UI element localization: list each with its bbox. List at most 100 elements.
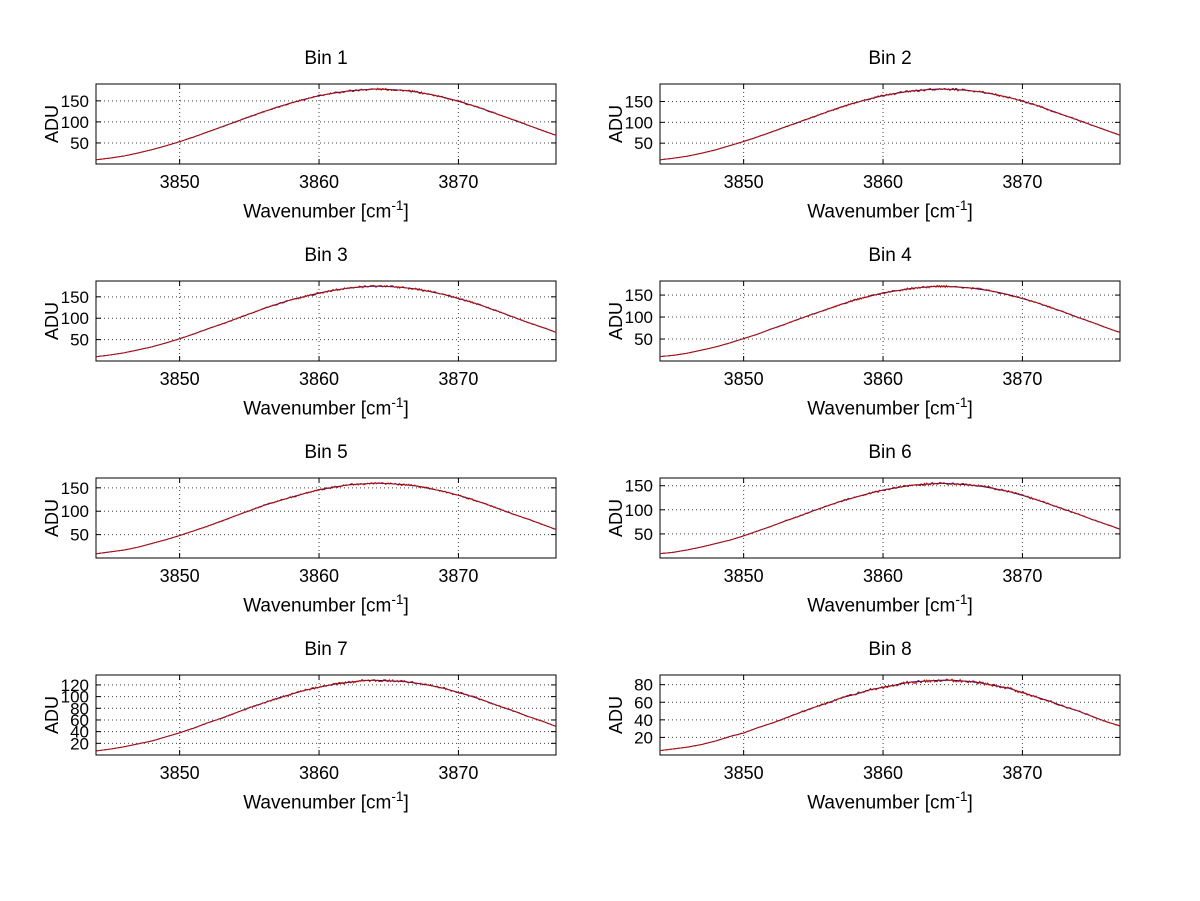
x-axis-label-text: Wavenumber [cm (243, 201, 392, 223)
axis-box (95, 674, 557, 756)
axis-box (659, 83, 1121, 165)
x-axis-label-sup: -1 (955, 789, 968, 804)
y-tick-label: 100 (625, 113, 653, 132)
y-tick-label: 60 (70, 711, 89, 730)
x-axis-label-text: Wavenumber [cm (807, 201, 956, 223)
x-axis-label-close: ] (403, 595, 409, 617)
x-axis-label-sup: -1 (391, 592, 404, 607)
subplot-bin-2: Bin 2 ADU 50 100 150 3850 3860 3870 Wavenumbe… (598, 40, 1162, 237)
axis-box (95, 477, 557, 559)
y-tick-label: 100 (625, 501, 653, 520)
y-tick-label: 100 (61, 309, 89, 328)
series-model (659, 679, 1121, 752)
x-axis-label: Wavenumber [cm-1] (96, 395, 556, 420)
x-axis-label-close: ] (403, 201, 409, 223)
axis-box (95, 280, 557, 362)
y-tick-label: 80 (634, 676, 653, 695)
series-measured (95, 678, 556, 752)
x-tick-label: 3850 (724, 369, 764, 389)
x-axis-label: Wavenumber [cm-1] (660, 789, 1120, 814)
x-axis-label-text: Wavenumber [cm (243, 398, 392, 420)
x-axis-label: Wavenumber [cm-1] (96, 789, 556, 814)
x-axis-label-text: Wavenumber [cm (807, 595, 956, 617)
x-tick-label: 3850 (724, 763, 764, 783)
series-model (95, 679, 557, 752)
x-tick-label: 3850 (160, 566, 200, 586)
subplot-bin-6: Bin 6 ADU 50 100 150 3850 3860 3870 Wavenumbe… (598, 434, 1162, 631)
x-tick-label: 3860 (863, 763, 903, 783)
y-tick-label: 100 (61, 113, 89, 132)
series-measured (659, 284, 1121, 358)
x-axis-label-close: ] (403, 792, 409, 814)
chart-title: Bin 4 (868, 245, 912, 266)
x-tick-label: 3860 (299, 566, 339, 586)
y-tick-label: 40 (70, 723, 89, 742)
chart-title: Bin 8 (868, 639, 912, 660)
x-tick-label: 3850 (724, 172, 764, 192)
x-axis-label-sup: -1 (391, 198, 404, 213)
series-measured (95, 87, 557, 161)
subplot-bin-4: Bin 4 ADU 50 100 150 3850 3860 3870 Wavenumbe… (598, 237, 1162, 434)
x-axis-label-sup: -1 (955, 592, 968, 607)
x-axis-label-text: Wavenumber [cm (243, 792, 392, 814)
x-tick-label: 3860 (863, 369, 903, 389)
x-axis-label: Wavenumber [cm-1] (660, 395, 1120, 420)
x-axis-label-sup: -1 (391, 789, 404, 804)
x-tick-label: 3860 (299, 763, 339, 783)
y-tick-label: 150 (625, 477, 653, 496)
series-measured (659, 678, 1121, 752)
x-tick-label: 3850 (724, 566, 764, 586)
x-tick-label: 3850 (160, 369, 200, 389)
x-tick-label: 3850 (160, 172, 200, 192)
y-tick-label: 150 (625, 286, 653, 305)
x-tick-label: 3860 (299, 369, 339, 389)
y-tick-label: 80 (70, 699, 89, 718)
series-model (95, 88, 557, 161)
y-tick-label: 100 (61, 688, 89, 707)
series-measured (659, 87, 1121, 161)
y-tick-label: 100 (61, 502, 89, 521)
x-axis-label-close: ] (967, 792, 973, 814)
y-tick-label: 150 (61, 288, 89, 307)
x-tick-label: 3870 (438, 566, 478, 586)
chart-title: Bin 7 (304, 639, 348, 660)
y-tick-label: 100 (625, 308, 653, 327)
series-measured (95, 284, 557, 358)
subplot-bin-5: Bin 5 ADU 50 100 150 3850 3860 3870 Wavenumbe… (34, 434, 598, 631)
plot-area: 50 100 150 3850 3860 3870 (625, 280, 1121, 389)
series-measured (659, 481, 1121, 555)
x-axis-label: Wavenumber [cm-1] (660, 198, 1120, 223)
chart-title: Bin 3 (304, 245, 348, 266)
x-tick-label: 3870 (438, 763, 478, 783)
chart-title: Bin 2 (868, 48, 912, 69)
x-axis-label-close: ] (967, 201, 973, 223)
x-axis-label-close: ] (967, 595, 973, 617)
axis-box (659, 674, 1121, 756)
x-tick-label: 3860 (863, 566, 903, 586)
y-tick-label: 50 (70, 331, 89, 350)
y-tick-label: 20 (634, 728, 653, 747)
x-axis-label-text: Wavenumber [cm (807, 792, 956, 814)
y-tick-label: 150 (625, 93, 653, 112)
x-tick-label: 3870 (438, 369, 478, 389)
y-tick-label: 60 (634, 693, 653, 712)
x-tick-label: 3870 (1002, 369, 1042, 389)
x-tick-label: 3870 (1002, 172, 1042, 192)
chart-title: Bin 5 (304, 442, 348, 463)
x-axis-label: Wavenumber [cm-1] (96, 592, 556, 617)
y-tick-label: 50 (634, 330, 653, 349)
series-model (95, 482, 557, 555)
chart-title: Bin 6 (868, 442, 912, 463)
y-tick-label: 150 (61, 92, 89, 111)
axis-box (95, 83, 557, 165)
y-tick-label: 150 (61, 479, 89, 498)
y-tick-label: 50 (70, 134, 89, 153)
plot-area: 50 100 150 3850 3860 3870 (61, 83, 557, 192)
chart-title: Bin 1 (304, 48, 348, 69)
x-tick-label: 3870 (438, 172, 478, 192)
x-tick-label: 3860 (299, 172, 339, 192)
y-tick-label: 50 (70, 526, 89, 545)
